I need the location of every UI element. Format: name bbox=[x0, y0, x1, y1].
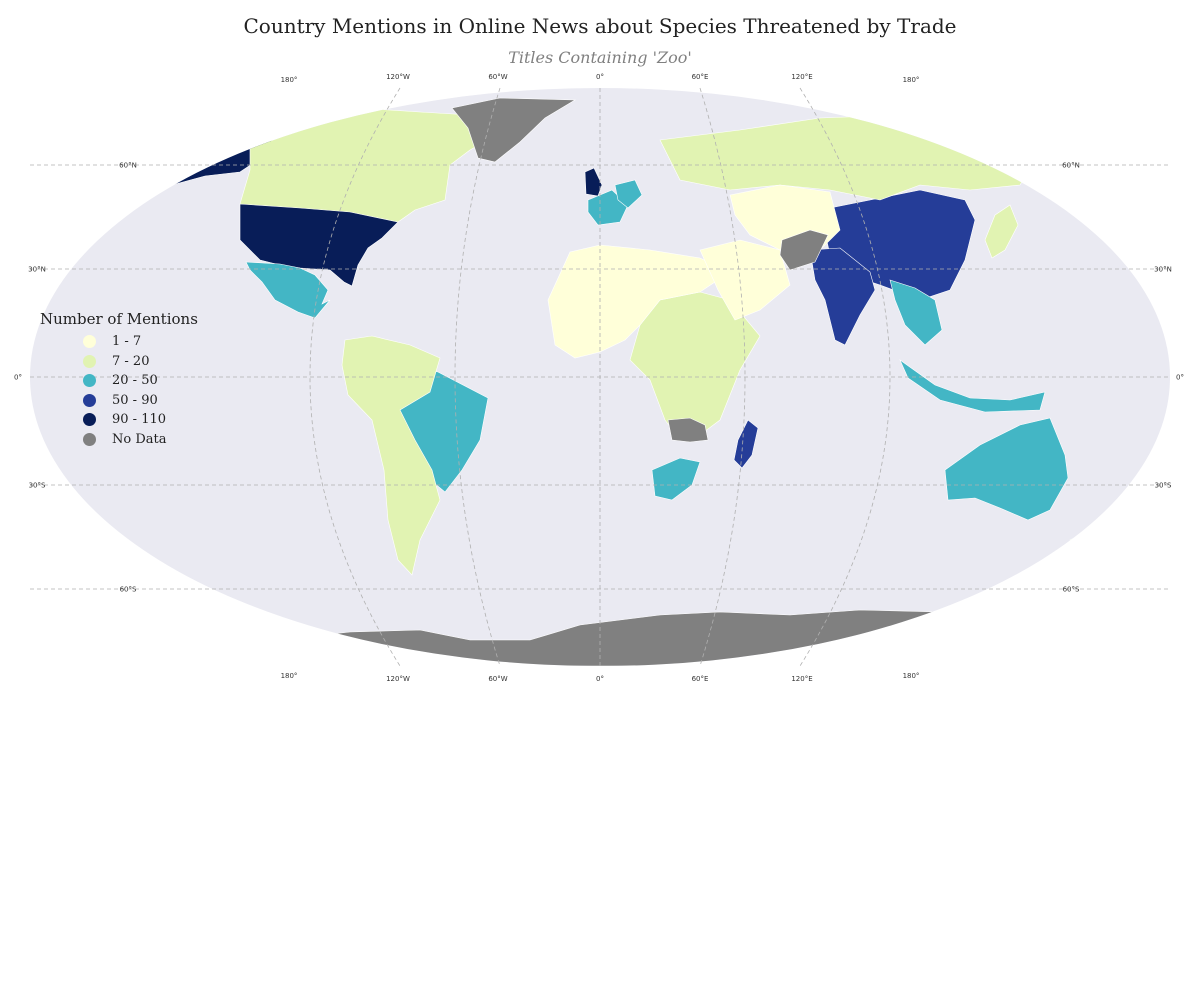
legend-item: 1 - 7 bbox=[40, 332, 198, 352]
longitude-tick-label: 120°W bbox=[386, 675, 410, 683]
country-madagascar bbox=[733, 419, 759, 469]
country-afghanistan bbox=[779, 229, 829, 271]
longitude-gridline bbox=[309, 87, 401, 667]
legend-item: No Data bbox=[40, 430, 198, 450]
longitude-tick-label: 60°E bbox=[692, 73, 709, 81]
latitude-tick-label: 30°S bbox=[1155, 482, 1172, 490]
legend-item: 7 - 20 bbox=[40, 352, 198, 372]
country-united-kingdom bbox=[584, 167, 603, 197]
latitude-tick-label: 0° bbox=[14, 374, 22, 382]
longitude-tick-label: 120°E bbox=[791, 73, 812, 81]
latitude-tick-label: 60°N bbox=[1062, 162, 1080, 170]
latitude-tick-label: 30°N bbox=[28, 266, 46, 274]
legend: Number of Mentions 1 - 7 7 - 20 20 - 50 50 … bbox=[40, 310, 198, 449]
legend-item: 20 - 50 bbox=[40, 371, 198, 391]
legend-swatch bbox=[83, 413, 96, 427]
longitude-tick-label: 180° bbox=[903, 76, 920, 84]
longitude-tick-label: 180° bbox=[903, 672, 920, 680]
country-japan bbox=[984, 204, 1019, 259]
country-india bbox=[809, 247, 876, 346]
longitude-tick-label: 60°W bbox=[488, 675, 507, 683]
country-germany bbox=[614, 179, 643, 209]
country-canada bbox=[239, 107, 506, 223]
longitude-tick-label: 60°W bbox=[488, 73, 507, 81]
legend-label: 50 - 90 bbox=[112, 392, 158, 408]
legend-label: 7 - 20 bbox=[112, 353, 150, 369]
legend-label: 20 - 50 bbox=[112, 373, 158, 389]
legend-title: Number of Mentions bbox=[40, 310, 198, 328]
longitude-tick-label: 60°E bbox=[692, 675, 709, 683]
latitude-tick-label: 30°N bbox=[1154, 266, 1172, 274]
country-greenland bbox=[451, 97, 577, 163]
legend-label: 90 - 110 bbox=[112, 412, 167, 428]
longitude-tick-label: 120°W bbox=[386, 73, 410, 81]
legend-swatch bbox=[83, 335, 96, 349]
longitude-tick-label: 0° bbox=[596, 73, 604, 81]
longitude-tick-label: 0° bbox=[596, 675, 604, 683]
legend-swatch bbox=[83, 354, 96, 368]
country-indonesia bbox=[899, 359, 1046, 413]
legend-item: 50 - 90 bbox=[40, 391, 198, 411]
latitude-tick-label: 60°S bbox=[120, 586, 137, 594]
legend-swatch bbox=[83, 393, 96, 407]
country-angola bbox=[667, 417, 709, 443]
country-australia bbox=[944, 417, 1069, 521]
country-middle-east bbox=[699, 239, 791, 321]
country-thailand bbox=[889, 279, 943, 346]
country-south-america-other bbox=[341, 335, 441, 576]
legend-label: 1 - 7 bbox=[112, 334, 142, 350]
longitude-tick-label: 120°E bbox=[791, 675, 812, 683]
legend-swatch bbox=[83, 432, 96, 446]
longitude-gridline bbox=[799, 87, 891, 667]
legend-item: 90 - 110 bbox=[40, 410, 198, 430]
latitude-tick-label: 60°S bbox=[1063, 586, 1080, 594]
legend-swatch bbox=[83, 374, 96, 388]
legend-label: No Data bbox=[112, 431, 167, 447]
country-north-africa bbox=[547, 244, 731, 359]
longitude-tick-label: 180° bbox=[281, 672, 298, 680]
latitude-tick-label: 0° bbox=[1176, 374, 1184, 382]
latitude-tick-label: 60°N bbox=[119, 162, 137, 170]
country-mexico bbox=[245, 261, 331, 319]
map-subtitle: Titles Containing 'Zoo' bbox=[508, 48, 692, 67]
map-title: Country Mentions in Online News about Sp… bbox=[243, 14, 957, 38]
longitude-tick-label: 180° bbox=[281, 76, 298, 84]
latitude-tick-label: 30°S bbox=[29, 482, 46, 490]
